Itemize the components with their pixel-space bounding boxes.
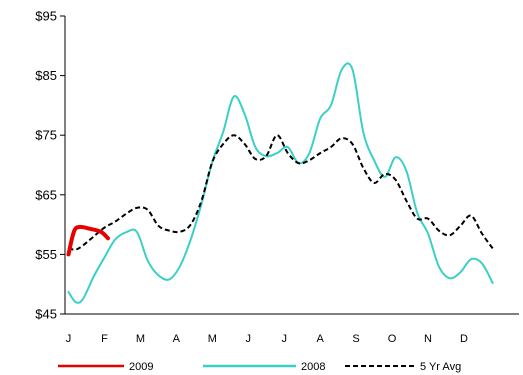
- y-tick-label: $45: [35, 307, 57, 322]
- legend-label: 5 Yr Avg: [420, 361, 461, 373]
- x-tick-label: S: [352, 333, 359, 345]
- x-tick-label: M: [136, 333, 145, 345]
- x-tick-label: J: [281, 333, 287, 345]
- y-tick-label: $55: [35, 247, 57, 262]
- x-tick-label: D: [460, 333, 468, 345]
- x-tick-label: J: [66, 333, 72, 345]
- x-tick-label: A: [316, 333, 324, 345]
- x-tick-label: O: [388, 333, 397, 345]
- legend: 2009 2008 5 Yr Avg: [58, 361, 461, 373]
- y-tick-label: $85: [35, 68, 57, 83]
- legend-label: 2008: [301, 361, 325, 373]
- x-tick-label: M: [208, 333, 217, 345]
- series-line-2009: [66, 224, 110, 257]
- x-tick-label: F: [101, 333, 108, 345]
- legend-label: 2009: [129, 361, 153, 373]
- x-tick-label: N: [424, 333, 432, 345]
- series-line-2008: [67, 62, 494, 304]
- y-tick-labels: $45 $55 $65 $75 $85 $95: [35, 9, 57, 322]
- x-tick-label: A: [173, 333, 181, 345]
- y-tick-label: $75: [35, 128, 57, 143]
- x-tick-label: J: [246, 333, 252, 345]
- chart-axes: [60, 15, 519, 315]
- series-layer: [66, 62, 494, 304]
- y-tick-label: $95: [35, 9, 57, 24]
- series-line-5-yr-avg: [68, 134, 494, 251]
- y-tick-label: $65: [35, 187, 57, 202]
